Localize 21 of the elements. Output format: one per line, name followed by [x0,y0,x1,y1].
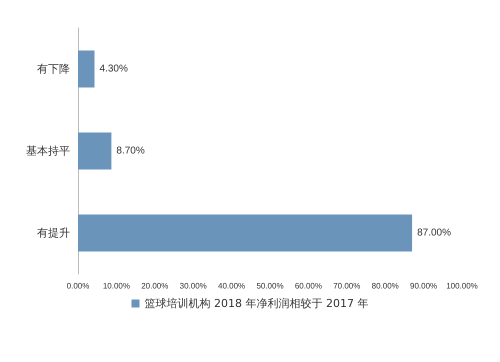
x-tick-label: 0.00% [66,282,90,290]
bar [78,50,95,88]
x-tick-label: 10.00% [102,282,130,290]
x-tick-label: 100.00% [446,282,478,290]
x-tick-label: 90.00% [410,282,438,290]
x-tick-label: 60.00% [294,282,322,290]
y-tick-label: 有下降 [37,62,70,76]
x-tick-label: 80.00% [372,282,399,290]
bar [78,132,112,170]
y-tick-label: 有提升 [37,226,70,240]
data-label: 87.00% [417,228,452,238]
y-tick-label: 基本持平 [26,144,70,158]
x-tick-label: 30.00% [180,282,207,290]
x-tick-label: 70.00% [333,282,360,290]
x-tick-label: 50.00% [256,282,284,290]
x-tick-label: 40.00% [218,282,246,290]
x-tick-label: 20.00% [141,282,168,290]
data-label: 4.30% [100,64,128,74]
bar [78,214,412,252]
data-label: 8.70% [116,146,145,156]
legend-label: 篮球培训机构 2018 年净利润相较于 2017 年 [144,297,368,310]
